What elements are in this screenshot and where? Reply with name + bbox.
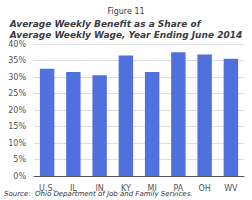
svg-text:20%: 20% [8,106,26,115]
svg-text:35%: 35% [8,56,26,65]
svg-text:Average Weekly Wage, Year Endi: Average Weekly Wage, Year Ending June 20… [9,30,242,40]
svg-text:0%: 0% [13,172,26,181]
svg-text:KY: KY [121,184,131,193]
svg-text:IN: IN [95,184,103,193]
svg-text:Average Weekly Benefit as a Sh: Average Weekly Benefit as a Share of [9,19,202,29]
svg-text:Source: Ohio Department of Job: Source: Ohio Department of Job and Famil… [4,189,193,198]
svg-text:U.S.: U.S. [39,184,55,193]
svg-text:WV: WV [224,184,238,193]
svg-text:5%: 5% [13,155,26,164]
svg-text:IL: IL [70,184,77,193]
svg-text:PA: PA [173,184,183,193]
svg-text:Figure 11: Figure 11 [107,7,144,16]
svg-text:MI: MI [147,184,156,193]
svg-text:10%: 10% [8,139,26,148]
svg-text:15%: 15% [8,122,26,131]
svg-text:30%: 30% [8,73,26,82]
svg-text:40%: 40% [8,40,26,49]
svg-text:25%: 25% [8,89,26,98]
svg-text:OH: OH [198,184,210,193]
